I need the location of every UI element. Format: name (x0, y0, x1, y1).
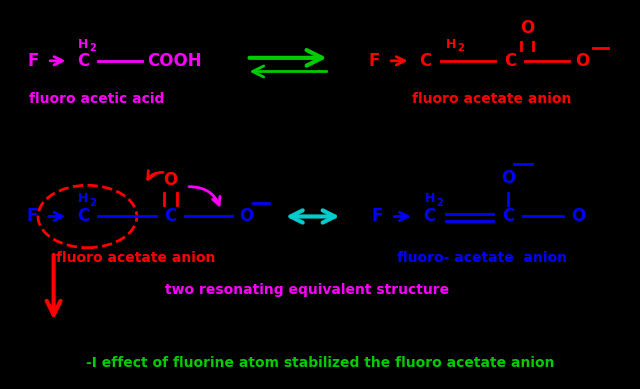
Text: C: C (419, 52, 431, 70)
Text: H: H (424, 192, 435, 205)
Text: O: O (520, 19, 534, 37)
Text: H: H (445, 38, 456, 51)
Text: C: C (424, 207, 436, 226)
Text: O: O (575, 52, 589, 70)
Text: fluoro acetate anion: fluoro acetate anion (56, 251, 215, 265)
Text: F: F (28, 52, 39, 70)
Text: O: O (571, 207, 585, 226)
Text: C: C (164, 207, 177, 226)
Text: C: C (77, 52, 89, 70)
Text: O: O (239, 207, 254, 226)
Text: O: O (501, 170, 515, 187)
Text: F: F (372, 207, 383, 226)
Text: fluoro acetate anion: fluoro acetate anion (412, 93, 572, 107)
Text: COOH: COOH (147, 52, 202, 70)
Text: C: C (502, 207, 514, 226)
Text: 2: 2 (89, 198, 96, 209)
Text: two resonating equivalent structure: two resonating equivalent structure (165, 282, 449, 296)
Text: F: F (26, 207, 38, 226)
Text: F: F (369, 52, 380, 70)
Text: 2: 2 (89, 43, 96, 53)
Text: C: C (504, 52, 516, 70)
Text: fluoro acetic acid: fluoro acetic acid (29, 93, 164, 107)
Text: H: H (78, 38, 88, 51)
Text: C: C (77, 207, 89, 226)
Text: O: O (163, 171, 177, 189)
Text: 2: 2 (457, 43, 463, 53)
Text: H: H (78, 192, 88, 205)
Text: fluoro- acetate  anion: fluoro- acetate anion (397, 251, 568, 265)
Text: -I effect of fluorine atom stabilized the fluoro acetate anion: -I effect of fluorine atom stabilized th… (86, 356, 554, 370)
Text: 2: 2 (436, 198, 442, 209)
